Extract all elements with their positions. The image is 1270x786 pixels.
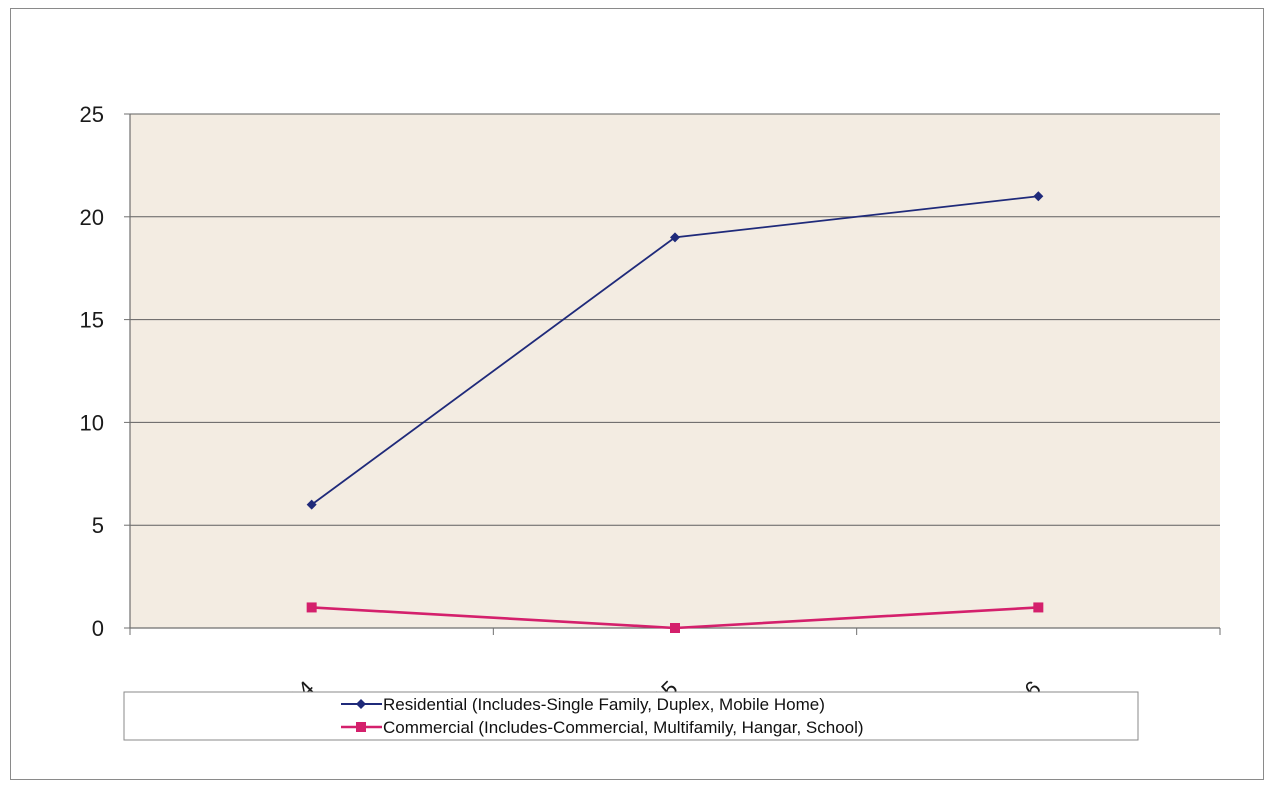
legend: Residential (Includes-Single Family, Dup… (123, 691, 1139, 741)
data-point-marker (306, 602, 317, 613)
legend-item-residential: Residential (Includes-Single Family, Dup… (341, 695, 825, 714)
data-point-marker (670, 623, 680, 633)
data-point-marker (1033, 602, 1044, 613)
y-tick-label: 10 (80, 410, 104, 435)
plot-area (130, 114, 1220, 628)
y-tick-label: 5 (92, 513, 104, 538)
y-tick-label: 20 (80, 205, 104, 230)
legend-label-residential: Residential (Includes-Single Family, Dup… (383, 695, 825, 714)
legend-label-commercial: Commercial (Includes-Commercial, Multifa… (383, 718, 864, 737)
y-tick-label: 0 (92, 616, 104, 641)
legend-item-commercial: Commercial (Includes-Commercial, Multifa… (341, 718, 864, 737)
y-tick-label: 25 (80, 102, 104, 127)
legend-marker-residential (356, 699, 366, 709)
series-residential (306, 191, 1044, 510)
grid-lines (130, 113, 1220, 526)
y-tick-label: 15 (80, 308, 104, 333)
series-commercial (306, 602, 1044, 633)
y-axis-ticks: 0 5 10 15 20 25 (80, 102, 130, 641)
data-point-marker (670, 232, 680, 243)
legend-marker-commercial (356, 722, 366, 732)
data-point-marker (306, 499, 317, 510)
data-point-marker (1033, 191, 1044, 202)
legend-box (123, 691, 1139, 741)
series-layer (306, 191, 1044, 633)
